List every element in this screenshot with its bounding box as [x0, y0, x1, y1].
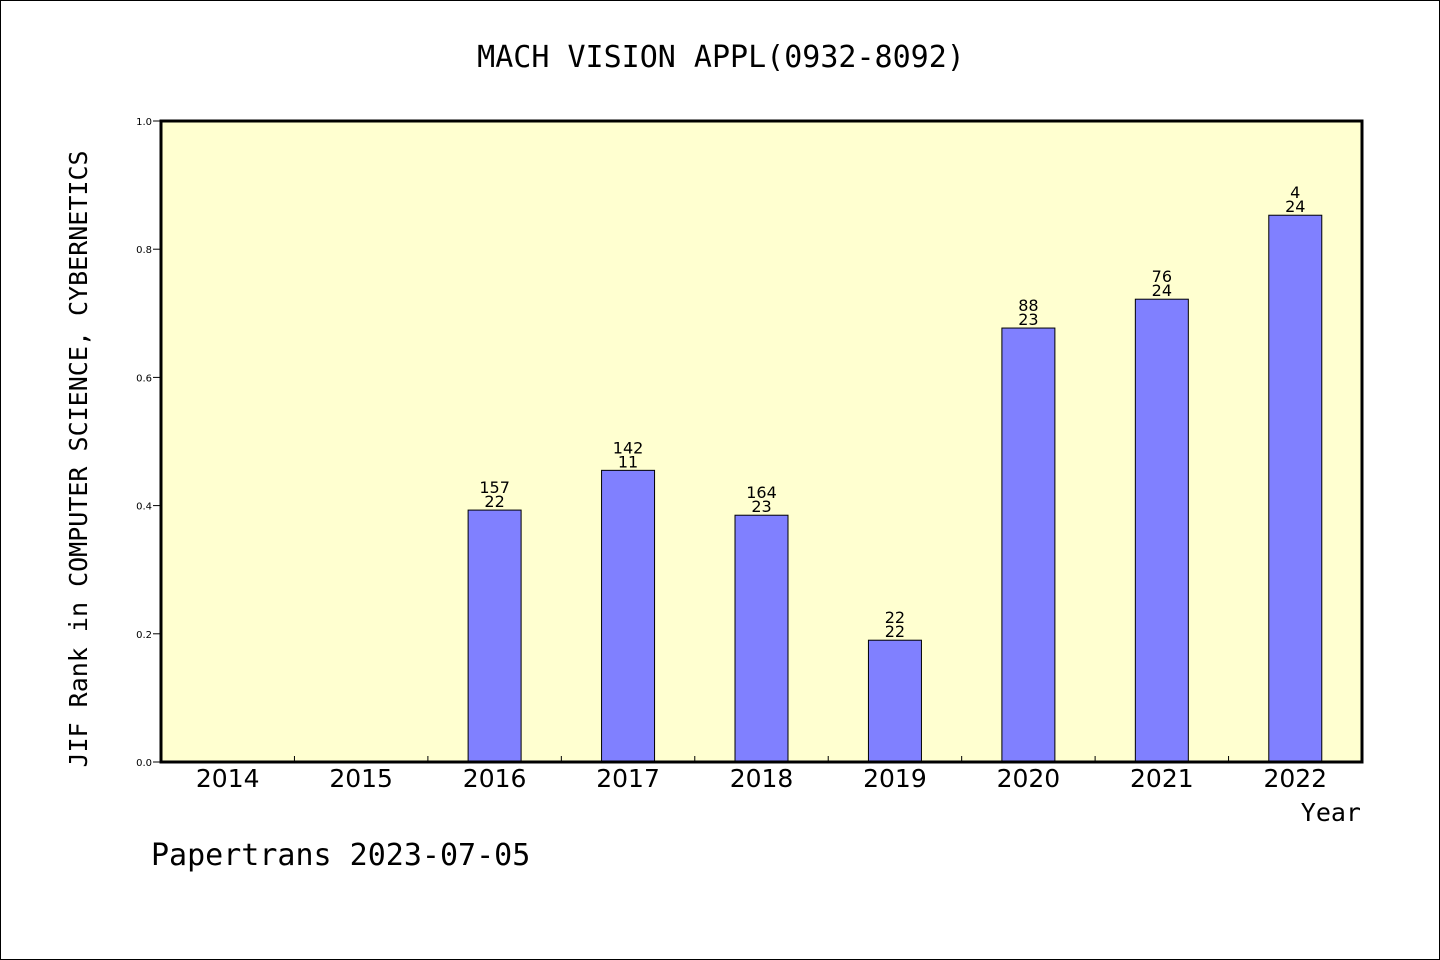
x-axis: 2014 2015 2016 2017 2018 2019 2020 2021 2022 — [196, 756, 1327, 793]
bar-label-top: 142 — [613, 438, 644, 457]
y-tick-label: 0.4 — [136, 502, 152, 513]
y-tick-label: 0.2 — [136, 630, 152, 641]
x-tick-label: 2021 — [1130, 764, 1194, 793]
x-tick-label: 2020 — [997, 764, 1061, 793]
bar-label-bottom: 23 — [1018, 310, 1038, 329]
x-tick-label: 2018 — [730, 764, 794, 793]
bars-layer — [467, 214, 1323, 763]
bar-label-top: 76 — [1152, 267, 1172, 286]
x-tick-label: 2016 — [463, 764, 527, 793]
x-tick-label: 2019 — [863, 764, 927, 793]
bar-label-top: 4 — [1290, 183, 1300, 202]
plot-frame — [159, 119, 1364, 764]
bar-label-bottom: 24 — [1285, 197, 1305, 216]
bar-label-bottom: 11 — [618, 452, 638, 471]
bar-2022 — [1268, 214, 1323, 763]
bar-2020 — [1001, 327, 1056, 763]
y-tick-label: 0.6 — [136, 373, 152, 384]
chart-title: MACH VISION APPL(0932-8092) — [477, 40, 965, 75]
bar-label-top: 164 — [746, 483, 777, 502]
bar-label-top: 88 — [1018, 296, 1038, 315]
x-axis-title: Year — [1301, 798, 1361, 827]
y-tick-label: 0.8 — [136, 245, 152, 256]
bar-2018 — [734, 514, 789, 763]
footer-text: Papertrans 2023-07-05 — [151, 838, 530, 873]
bar-label-top: 157 — [479, 478, 510, 497]
x-tick-label: 2015 — [329, 764, 393, 793]
x-tick-label: 2017 — [596, 764, 660, 793]
y-tick-label: 0.0 — [136, 758, 152, 769]
y-axis: 0.0 0.2 0.4 0.6 0.8 1.0 — [136, 117, 161, 769]
bar-label-top: 22 — [885, 608, 905, 627]
bar-label-bottom: 24 — [1152, 281, 1172, 300]
y-axis-title: JIF Rank in COMPUTER SCIENCE, CYBERNETIC… — [64, 150, 93, 767]
y-tick-label: 1.0 — [136, 117, 152, 128]
bar-2021 — [1134, 298, 1189, 763]
bar-label-bottom: 23 — [751, 497, 771, 516]
bar-label-bottom: 22 — [484, 492, 504, 511]
x-tick-label: 2014 — [196, 764, 260, 793]
bar-2016 — [467, 509, 522, 763]
bar-2017 — [601, 469, 656, 763]
bar-label-bottom: 22 — [885, 622, 905, 641]
bar-2019 — [867, 639, 922, 763]
x-tick-label: 2022 — [1263, 764, 1327, 793]
